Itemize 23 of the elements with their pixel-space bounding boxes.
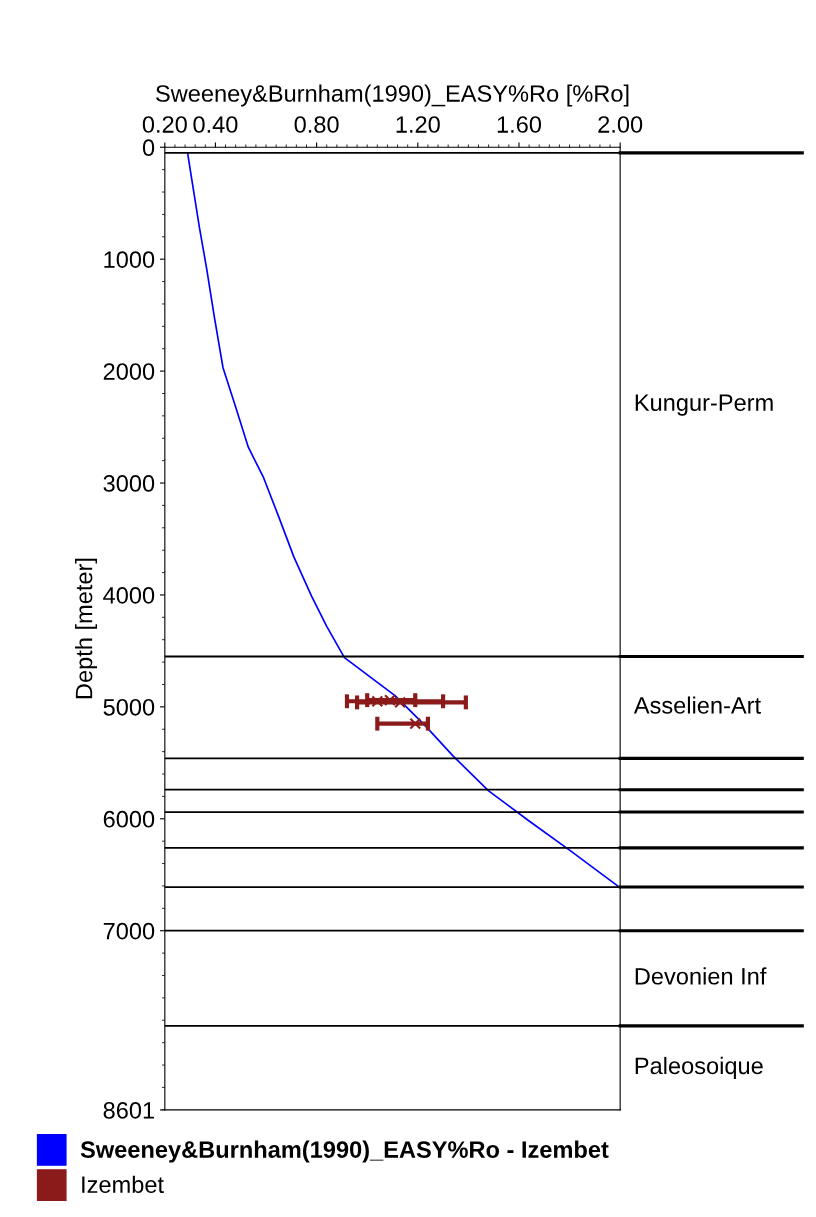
legend-label: Izembet (82, 1175, 164, 1193)
x-tick-label: 2.00 (598, 116, 643, 133)
y-tick-label: 7000 (103, 922, 155, 940)
y-tick-label: 0 (142, 139, 155, 157)
y-axis-title: Depth [meter] (75, 558, 98, 699)
y-tick-label: 4000 (103, 587, 155, 604)
y-tick-label: 1000 (104, 251, 155, 268)
x-tick-label: 1.60 (497, 116, 542, 133)
y-tick-label: 8601 (103, 1101, 154, 1119)
text: Kungur-Perm (635, 394, 773, 416)
ref-line-label: Devonien Inf (635, 967, 767, 985)
x-tick-label: 1.20 (396, 116, 440, 133)
ref-line-label: Paleosoique (635, 1056, 763, 1079)
ref-line-label: Asselien-Art (633, 696, 761, 714)
y-tick-label: 6000 (103, 810, 155, 828)
x-axis-title: Sweeney&Burnham(1990)_EASY%Ro [%Ro] (156, 84, 629, 107)
y-tick-label: 2000 (103, 363, 155, 380)
y-tick-label: 5000 (103, 698, 155, 716)
x-tick-label: 0.80 (294, 116, 339, 133)
x-tick-label: 0.40 (193, 116, 238, 133)
x-tick-label: 0.20 (142, 116, 187, 133)
y-tick-label: 3000 (103, 475, 155, 492)
legend-label: Sweeney&Burnham(1990)_EASY%Ro - Izembet (80, 1140, 609, 1163)
